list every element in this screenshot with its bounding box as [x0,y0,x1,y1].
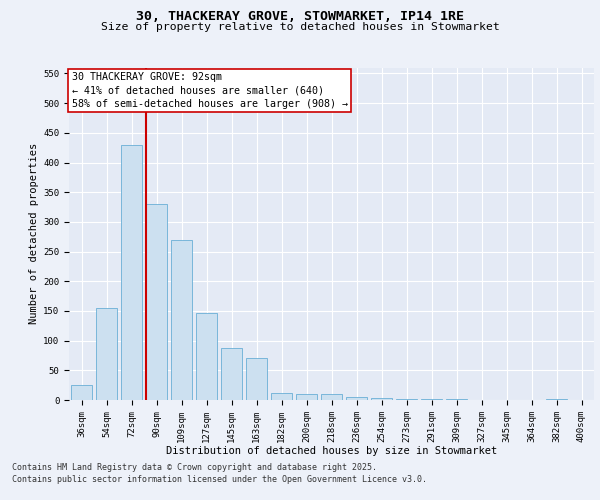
Bar [321,394,342,400]
Bar [171,240,192,400]
Bar [421,399,442,400]
Text: 30 THACKERAY GROVE: 92sqm
← 41% of detached houses are smaller (640)
58% of semi: 30 THACKERAY GROVE: 92sqm ← 41% of detac… [71,72,347,109]
Bar [371,398,392,400]
Bar [546,399,567,400]
Bar [296,394,317,400]
Text: Contains public sector information licensed under the Open Government Licence v3: Contains public sector information licen… [12,475,427,484]
Y-axis label: Number of detached properties: Number of detached properties [29,143,39,324]
Bar [146,204,167,400]
Bar [71,385,92,400]
Bar [221,348,242,400]
Bar [346,397,367,400]
Bar [121,144,142,400]
Bar [246,358,267,400]
Bar [271,393,292,400]
Text: Contains HM Land Registry data © Crown copyright and database right 2025.: Contains HM Land Registry data © Crown c… [12,462,377,471]
Bar [196,312,217,400]
X-axis label: Distribution of detached houses by size in Stowmarket: Distribution of detached houses by size … [166,446,497,456]
Text: 30, THACKERAY GROVE, STOWMARKET, IP14 1RE: 30, THACKERAY GROVE, STOWMARKET, IP14 1R… [136,10,464,23]
Bar [396,399,417,400]
Bar [96,308,117,400]
Text: Size of property relative to detached houses in Stowmarket: Size of property relative to detached ho… [101,22,499,32]
